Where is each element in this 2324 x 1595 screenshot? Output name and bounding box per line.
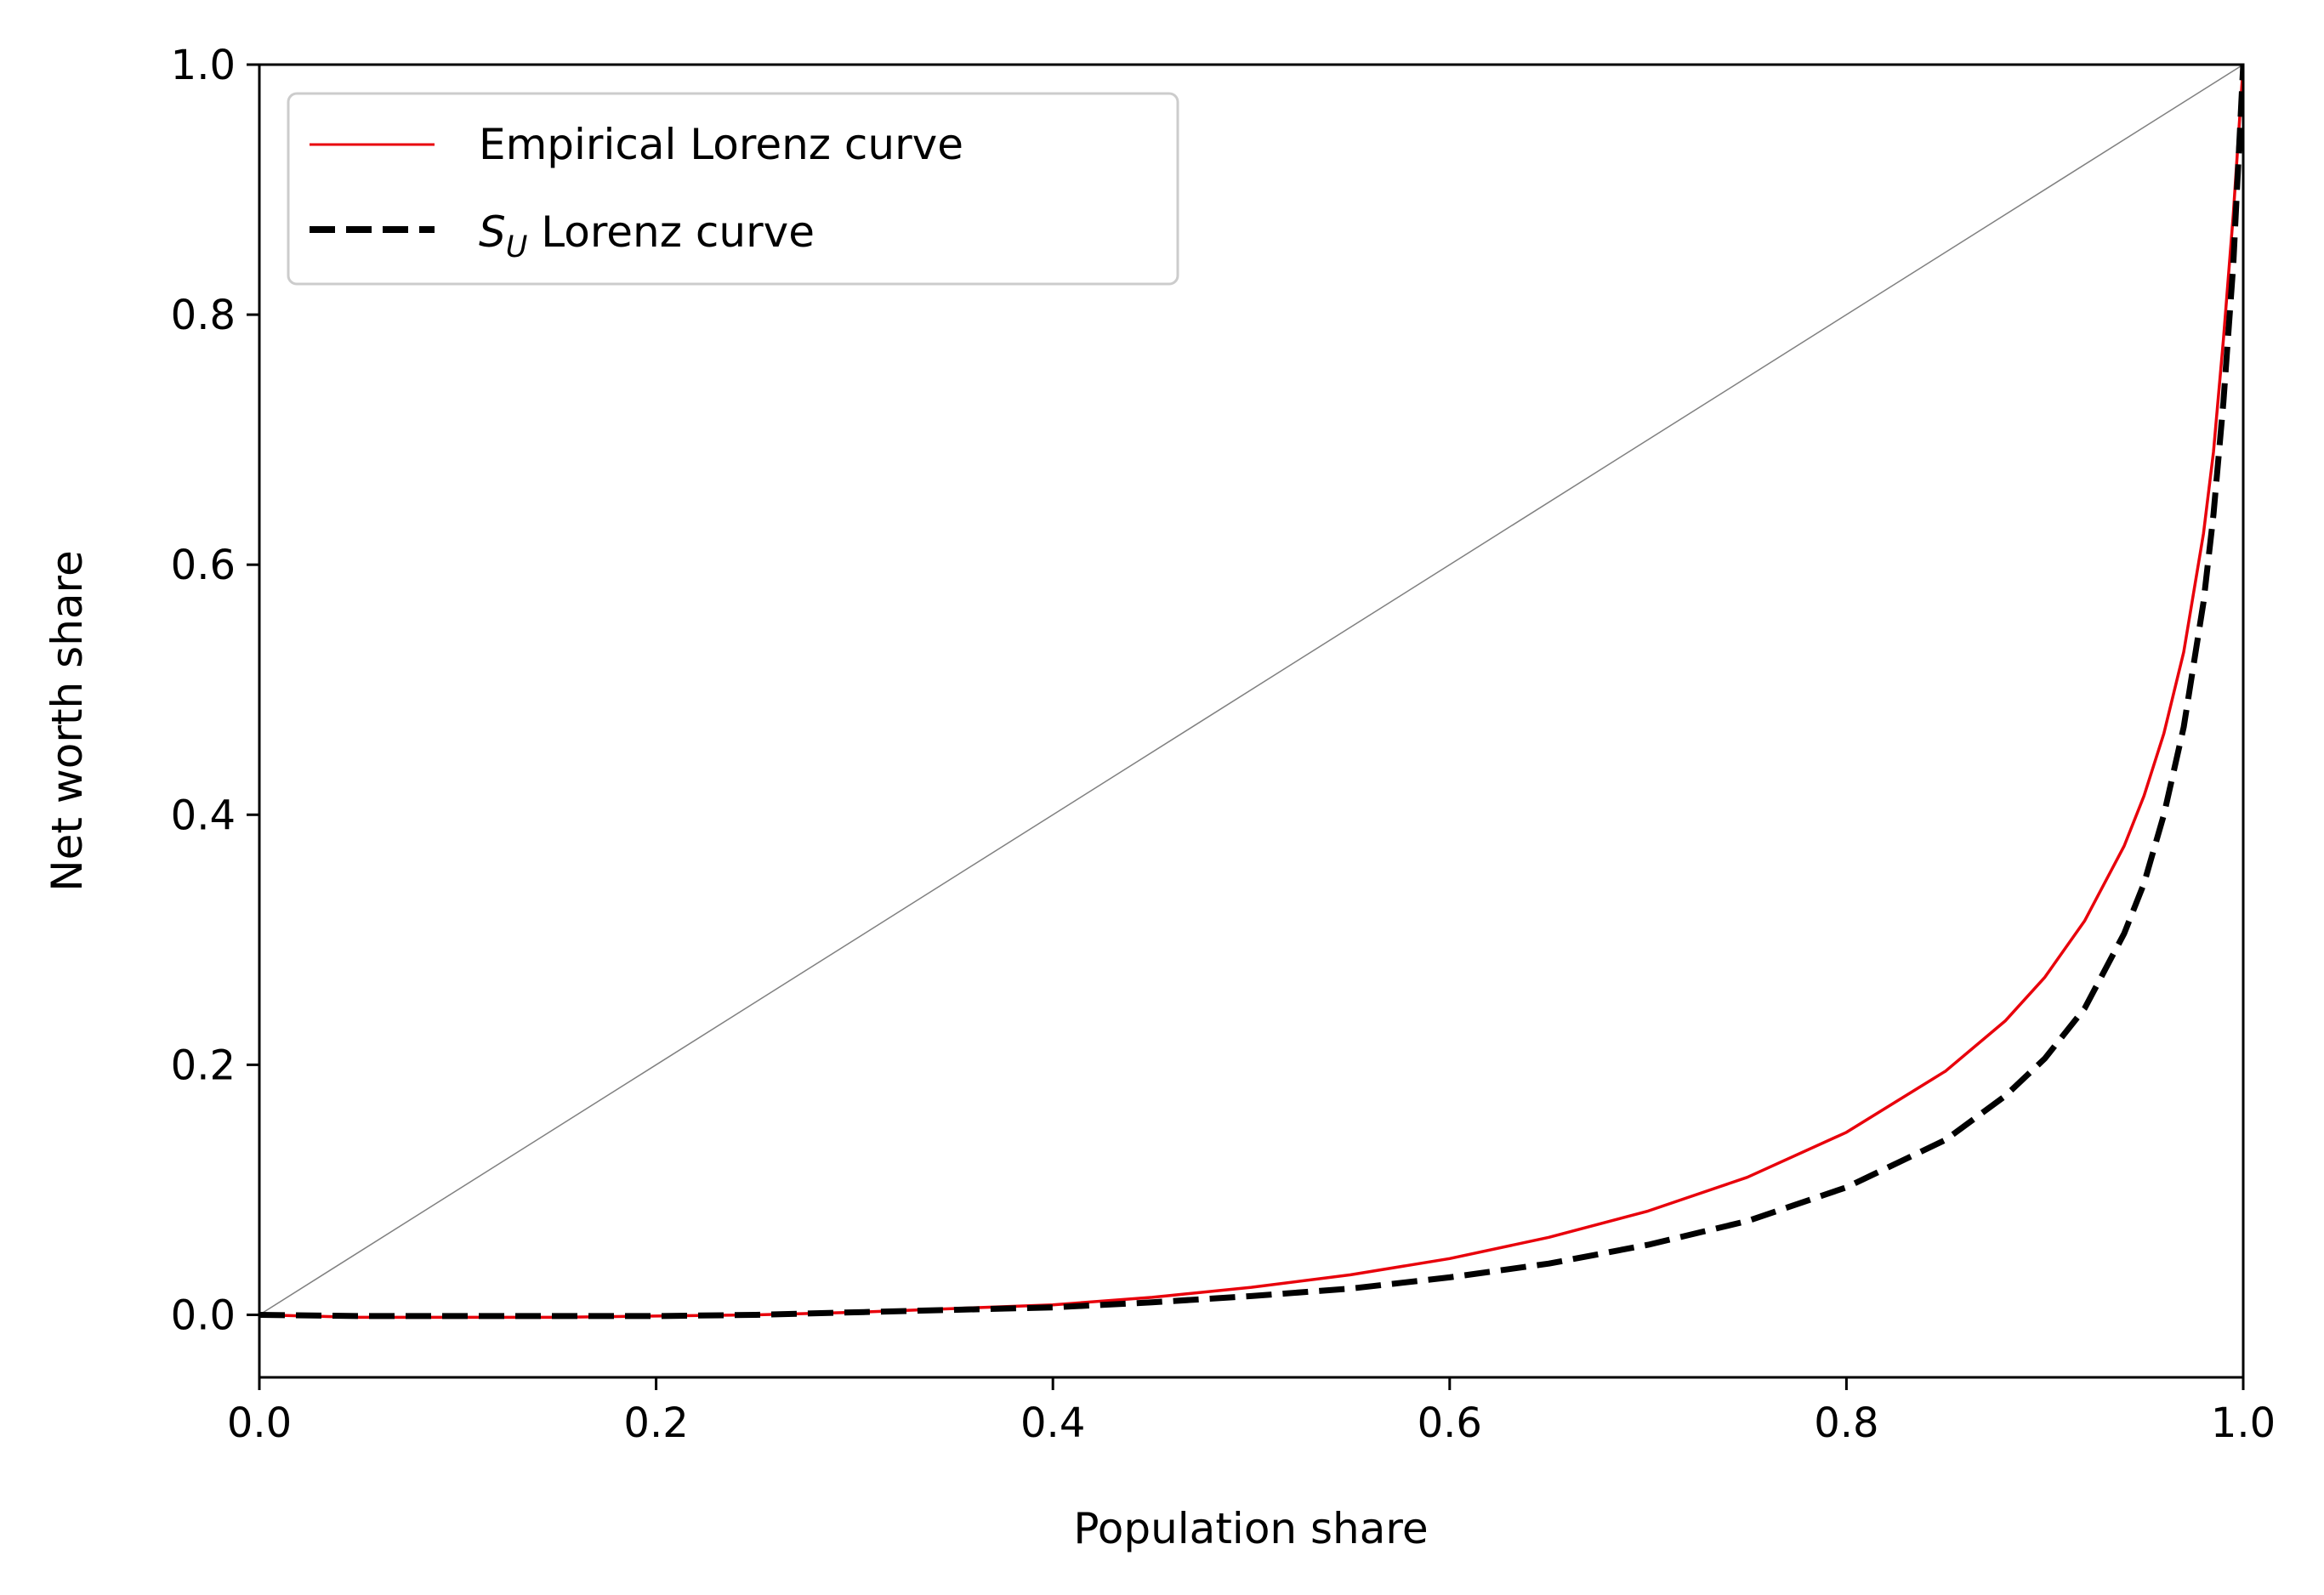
legend: Empirical Lorenz curve SU Lorenz curve	[287, 92, 1179, 286]
legend-su-text: Lorenz curve	[527, 207, 815, 257]
x-tick-label: 1.0	[2211, 1399, 2276, 1447]
x-tick-label: 0.0	[227, 1399, 292, 1447]
equality-line	[259, 65, 2243, 1316]
legend-su-symbol: S	[479, 207, 506, 257]
y-tick-label: 0.0	[171, 1291, 236, 1339]
y-tick-label: 0.8	[171, 292, 236, 339]
y-axis-label: Net worth share	[43, 550, 92, 892]
y-tick-label: 0.6	[171, 542, 236, 589]
y-tick-label: 0.2	[171, 1042, 236, 1089]
legend-label-empirical: Empirical Lorenz curve	[479, 120, 963, 169]
legend-label-su: SU Lorenz curve	[479, 207, 815, 264]
plot-marks	[259, 65, 2243, 1320]
x-tick-label: 0.4	[1020, 1399, 1085, 1447]
x-tick-label: 0.8	[1814, 1399, 1878, 1447]
axis-ticks: 0.0 0.2 0.4 0.6 0.8 1.0 0.0 0.2 0.4 0.6 0.8 1.0	[171, 42, 2276, 1447]
x-tick-label: 0.2	[623, 1399, 688, 1447]
plot-frame	[258, 63, 2245, 1379]
su-lorenz-line	[259, 65, 2243, 1320]
legend-box	[287, 92, 1179, 286]
y-tick-label: 1.0	[171, 42, 236, 89]
legend-su-subscript: U	[506, 230, 528, 264]
x-axis-label: Population share	[1073, 1504, 1428, 1553]
y-tick-label: 0.4	[171, 792, 236, 839]
x-tick-label: 0.6	[1418, 1399, 1482, 1447]
